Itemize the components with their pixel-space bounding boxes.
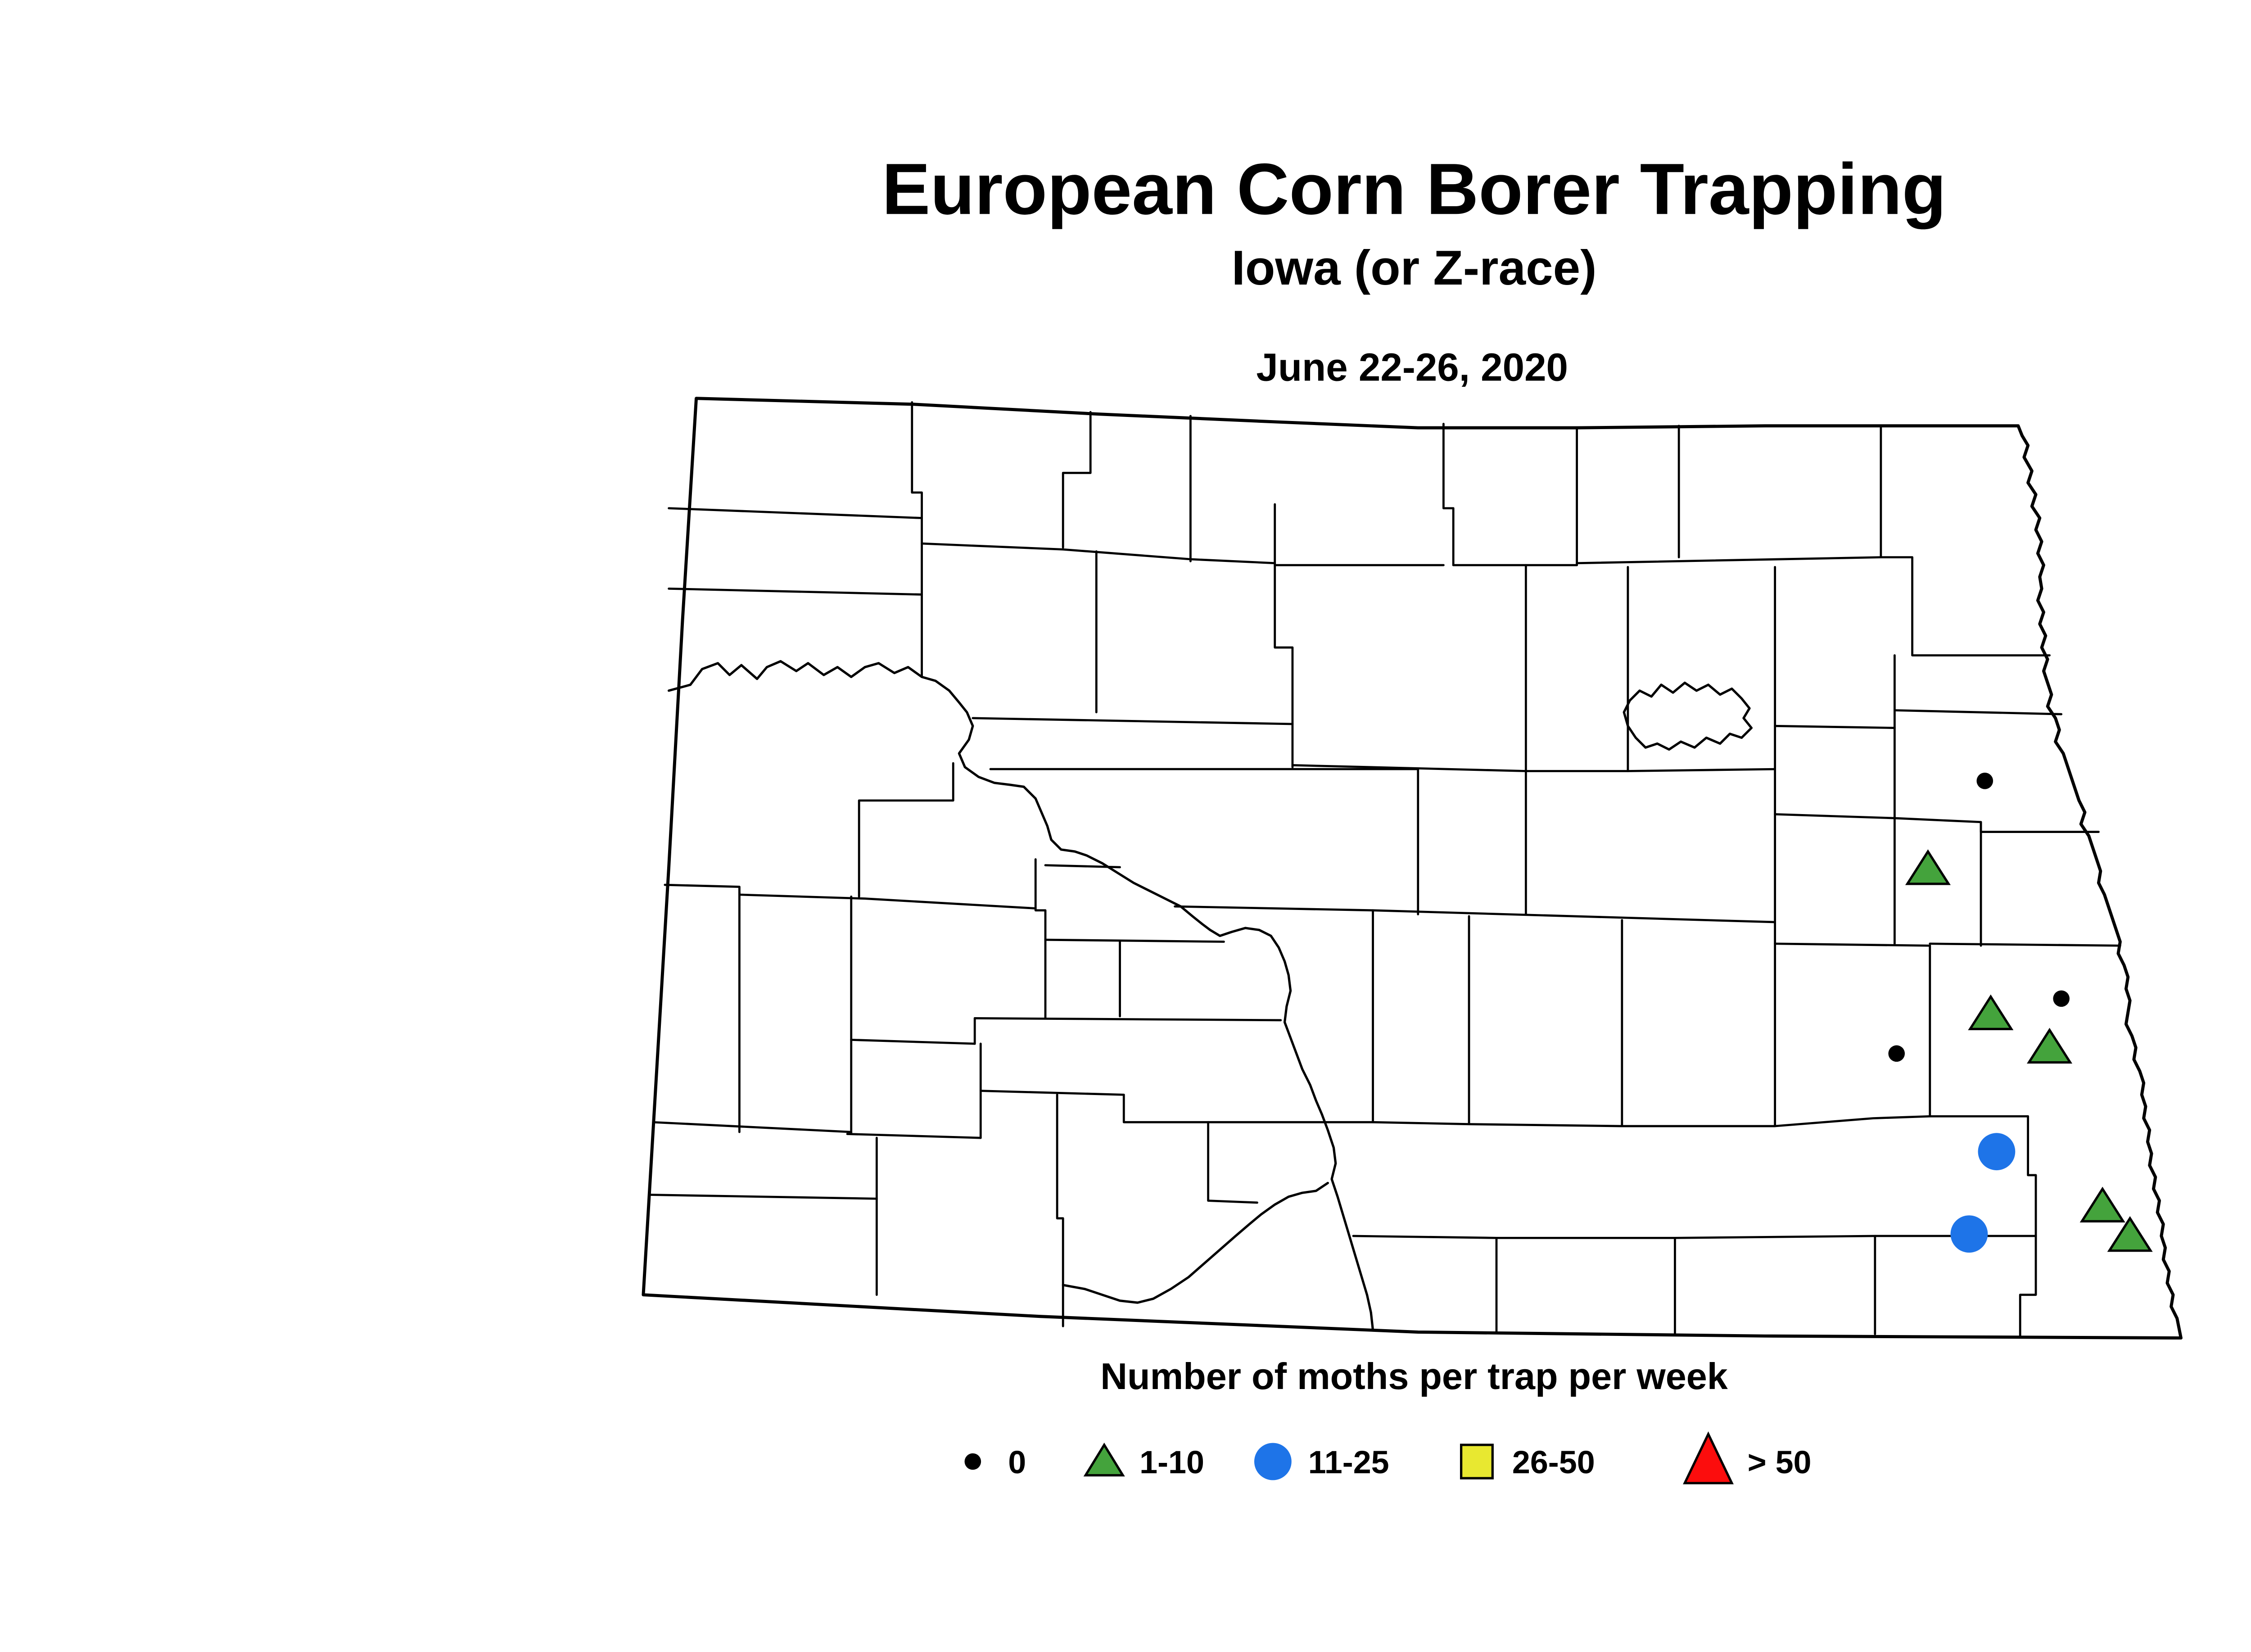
devils-lake-outline: [1623, 681, 1753, 751]
trap-marker: [1978, 1133, 2016, 1171]
legend-label-very-high: > 50: [1748, 1444, 1812, 1480]
blue-circle-icon: [1254, 1443, 1292, 1480]
legend-item-high: 26-50: [1460, 1444, 1595, 1480]
legend-label-low: 1-10: [1139, 1444, 1204, 1480]
trap-marker: [1950, 1215, 1988, 1253]
legend-title: Number of moths per trap per week: [1100, 1355, 1728, 1397]
legend-label-medium: 11-25: [1308, 1444, 1389, 1480]
trap-markers: [1888, 773, 2153, 1253]
legend-label-high: 26-50: [1512, 1444, 1595, 1480]
trap-marker: [1905, 849, 1951, 885]
cannonball-river-line: [1062, 1181, 1329, 1304]
legend-item-zero: 0: [964, 1444, 1026, 1480]
legend-item-very-high: > 50: [1683, 1431, 1812, 1485]
trap-marker: [1888, 1045, 1905, 1062]
legend-item-medium: 11-25: [1254, 1443, 1389, 1480]
yellow-square-icon: [1460, 1444, 1494, 1480]
trap-marker: [1968, 994, 2014, 1031]
page-title: European Corn Borer Trapping: [882, 149, 1946, 230]
trap-marker: [1976, 773, 1993, 789]
trap-marker: [2107, 1216, 2153, 1252]
legend-label-zero: 0: [1008, 1444, 1026, 1480]
date-range-label: June 22-26, 2020: [1256, 346, 1568, 389]
red-triangle-icon: [1683, 1431, 1734, 1485]
trap-marker: [2027, 1027, 2073, 1064]
north-dakota-outline: [642, 397, 2183, 1340]
water-features: [667, 660, 1753, 1331]
page-subtitle: Iowa (or Z-race): [1232, 240, 1597, 295]
missouri-river-line: [667, 660, 1374, 1331]
trap-marker: [2079, 1186, 2125, 1222]
black-dot-icon: [964, 1453, 981, 1470]
green-triangle-icon: [1083, 1442, 1125, 1477]
trap-marker: [2053, 990, 2070, 1007]
legend-item-low: 1-10: [1083, 1442, 1204, 1480]
legend: Number of moths per trap per week 0 1-10…: [964, 1355, 1812, 1485]
state-map: [642, 397, 2183, 1340]
county-boundaries: [648, 401, 2121, 1337]
